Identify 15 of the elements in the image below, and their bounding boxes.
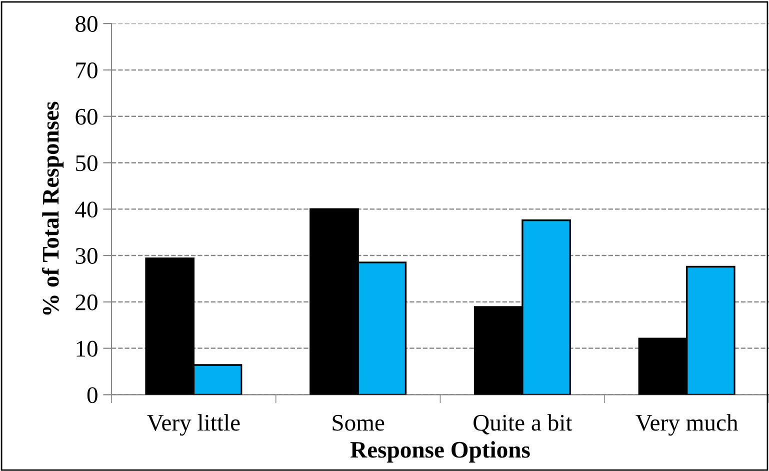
y-tick-label: 10 [76, 340, 98, 357]
x-tick-label: Very much [636, 414, 738, 436]
x-tick-label: Very little [147, 414, 240, 436]
y-axis-title: % of Total Responses [42, 102, 64, 315]
x-tick-label: Some [332, 414, 384, 431]
y-tick-label: 80 [76, 16, 98, 32]
y-tick-label: 50 [76, 155, 98, 172]
y-tick-label: 40 [75, 202, 98, 218]
x-axis-title: Response Options [350, 441, 530, 463]
y-tick-label: 70 [76, 62, 98, 78]
y-tick-label: 30 [76, 248, 98, 264]
x-tick-label: Quite a bit [474, 414, 572, 434]
y-tick-label: 0 [87, 387, 98, 404]
y-tick-label: 20 [76, 294, 98, 310]
y-tick-label: 60 [76, 108, 98, 125]
